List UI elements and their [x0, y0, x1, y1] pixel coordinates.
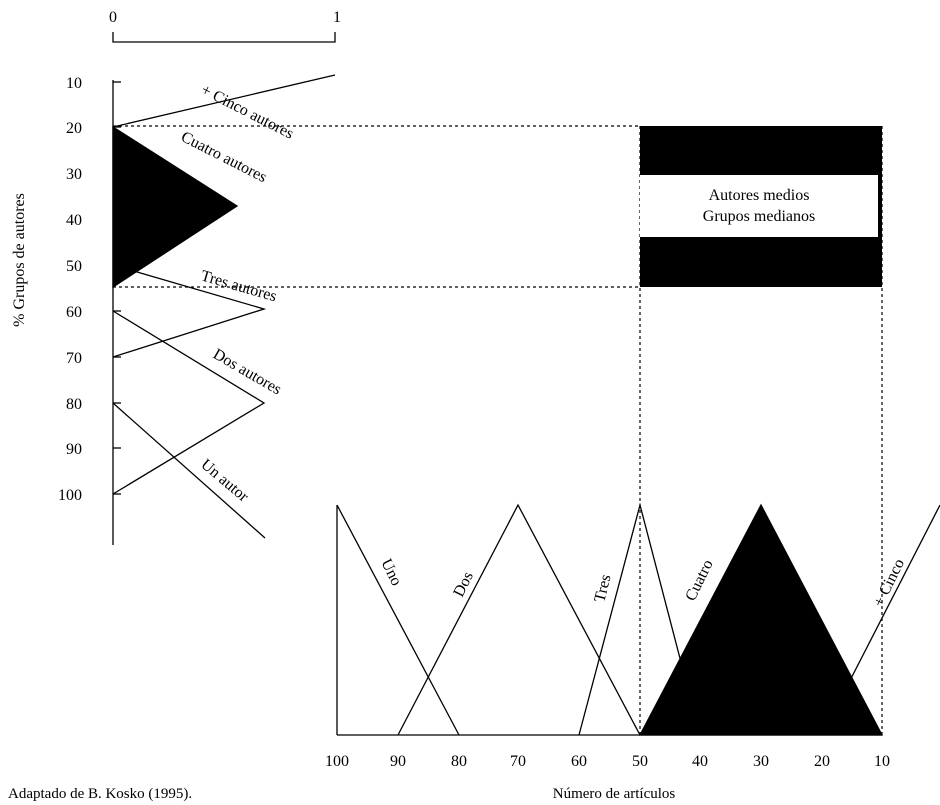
- y-tick-80: 80: [66, 396, 82, 413]
- y-set-dos-triangle: [112, 310, 266, 495]
- x-set-cinco-line: [821, 504, 940, 736]
- y-set-uno-label: Un autor: [197, 456, 252, 506]
- y-tick-10: 10: [66, 75, 82, 92]
- x-set-tres-label: Tres: [591, 573, 614, 604]
- x-set-uno-label: Uno: [377, 556, 404, 588]
- x-tick-80: 80: [451, 753, 467, 770]
- y-set-dos-label: Dos autores: [210, 346, 284, 399]
- top-axis-tick-0: 0: [109, 9, 117, 26]
- y-tick-100: 100: [58, 487, 82, 504]
- y-tick-20: 20: [66, 120, 82, 137]
- result-box: Autores medios Grupos medianos: [640, 126, 882, 287]
- x-tick-100: 100: [325, 753, 349, 770]
- x-axis: 100 90 80 70 60 50 40 30 20 10 Número de…: [325, 734, 890, 802]
- x-tick-10: 10: [874, 753, 890, 770]
- x-set-cuatro-triangle: [638, 503, 884, 736]
- x-set-cinco-label: + Cinco: [870, 556, 908, 610]
- y-tick-70: 70: [66, 350, 82, 367]
- y-tick-60: 60: [66, 304, 82, 321]
- x-tick-60: 60: [571, 753, 587, 770]
- source-caption: Adaptado de B. Kosko (1995).: [8, 786, 192, 802]
- x-axis-label: Número de artículos: [553, 786, 676, 802]
- x-tick-70: 70: [510, 753, 526, 770]
- y-tick-90: 90: [66, 441, 82, 458]
- y-tick-50: 50: [66, 258, 82, 275]
- y-axis: 10 20 30 40 50 60 70 80 90 100 % Grupos …: [11, 75, 121, 545]
- x-membership-functions: [336, 502, 940, 736]
- top-axis-tick-1: 1: [333, 9, 341, 26]
- x-set-cuatro-label: Cuatro: [682, 557, 716, 604]
- x-tick-50: 50: [632, 753, 648, 770]
- y-set-cinco-line: [112, 74, 336, 128]
- x-tick-90: 90: [390, 753, 406, 770]
- result-box-panel: [640, 175, 878, 237]
- y-set-uno-line: [112, 402, 266, 539]
- y-membership-functions: [112, 74, 336, 539]
- x-tick-30: 30: [753, 753, 769, 770]
- x-set-dos-triangle: [397, 503, 641, 736]
- x-tick-20: 20: [814, 753, 830, 770]
- guide-lines: [113, 125, 883, 735]
- x-set-uno-line: [336, 504, 460, 736]
- result-box-line1: Autores medios: [709, 187, 810, 204]
- y-set-cuatro-triangle: [112, 125, 239, 289]
- y-axis-label: % Grupos de autores: [11, 193, 28, 327]
- x-set-dos-label: Dos: [450, 569, 477, 600]
- x-tick-40: 40: [692, 753, 708, 770]
- y-tick-30: 30: [66, 166, 82, 183]
- result-box-line2: Grupos medianos: [703, 208, 815, 225]
- y-tick-40: 40: [66, 212, 82, 229]
- top-membership-axis: 0 1: [109, 9, 341, 43]
- y-set-cinco-label: + Cinco autores: [198, 81, 296, 142]
